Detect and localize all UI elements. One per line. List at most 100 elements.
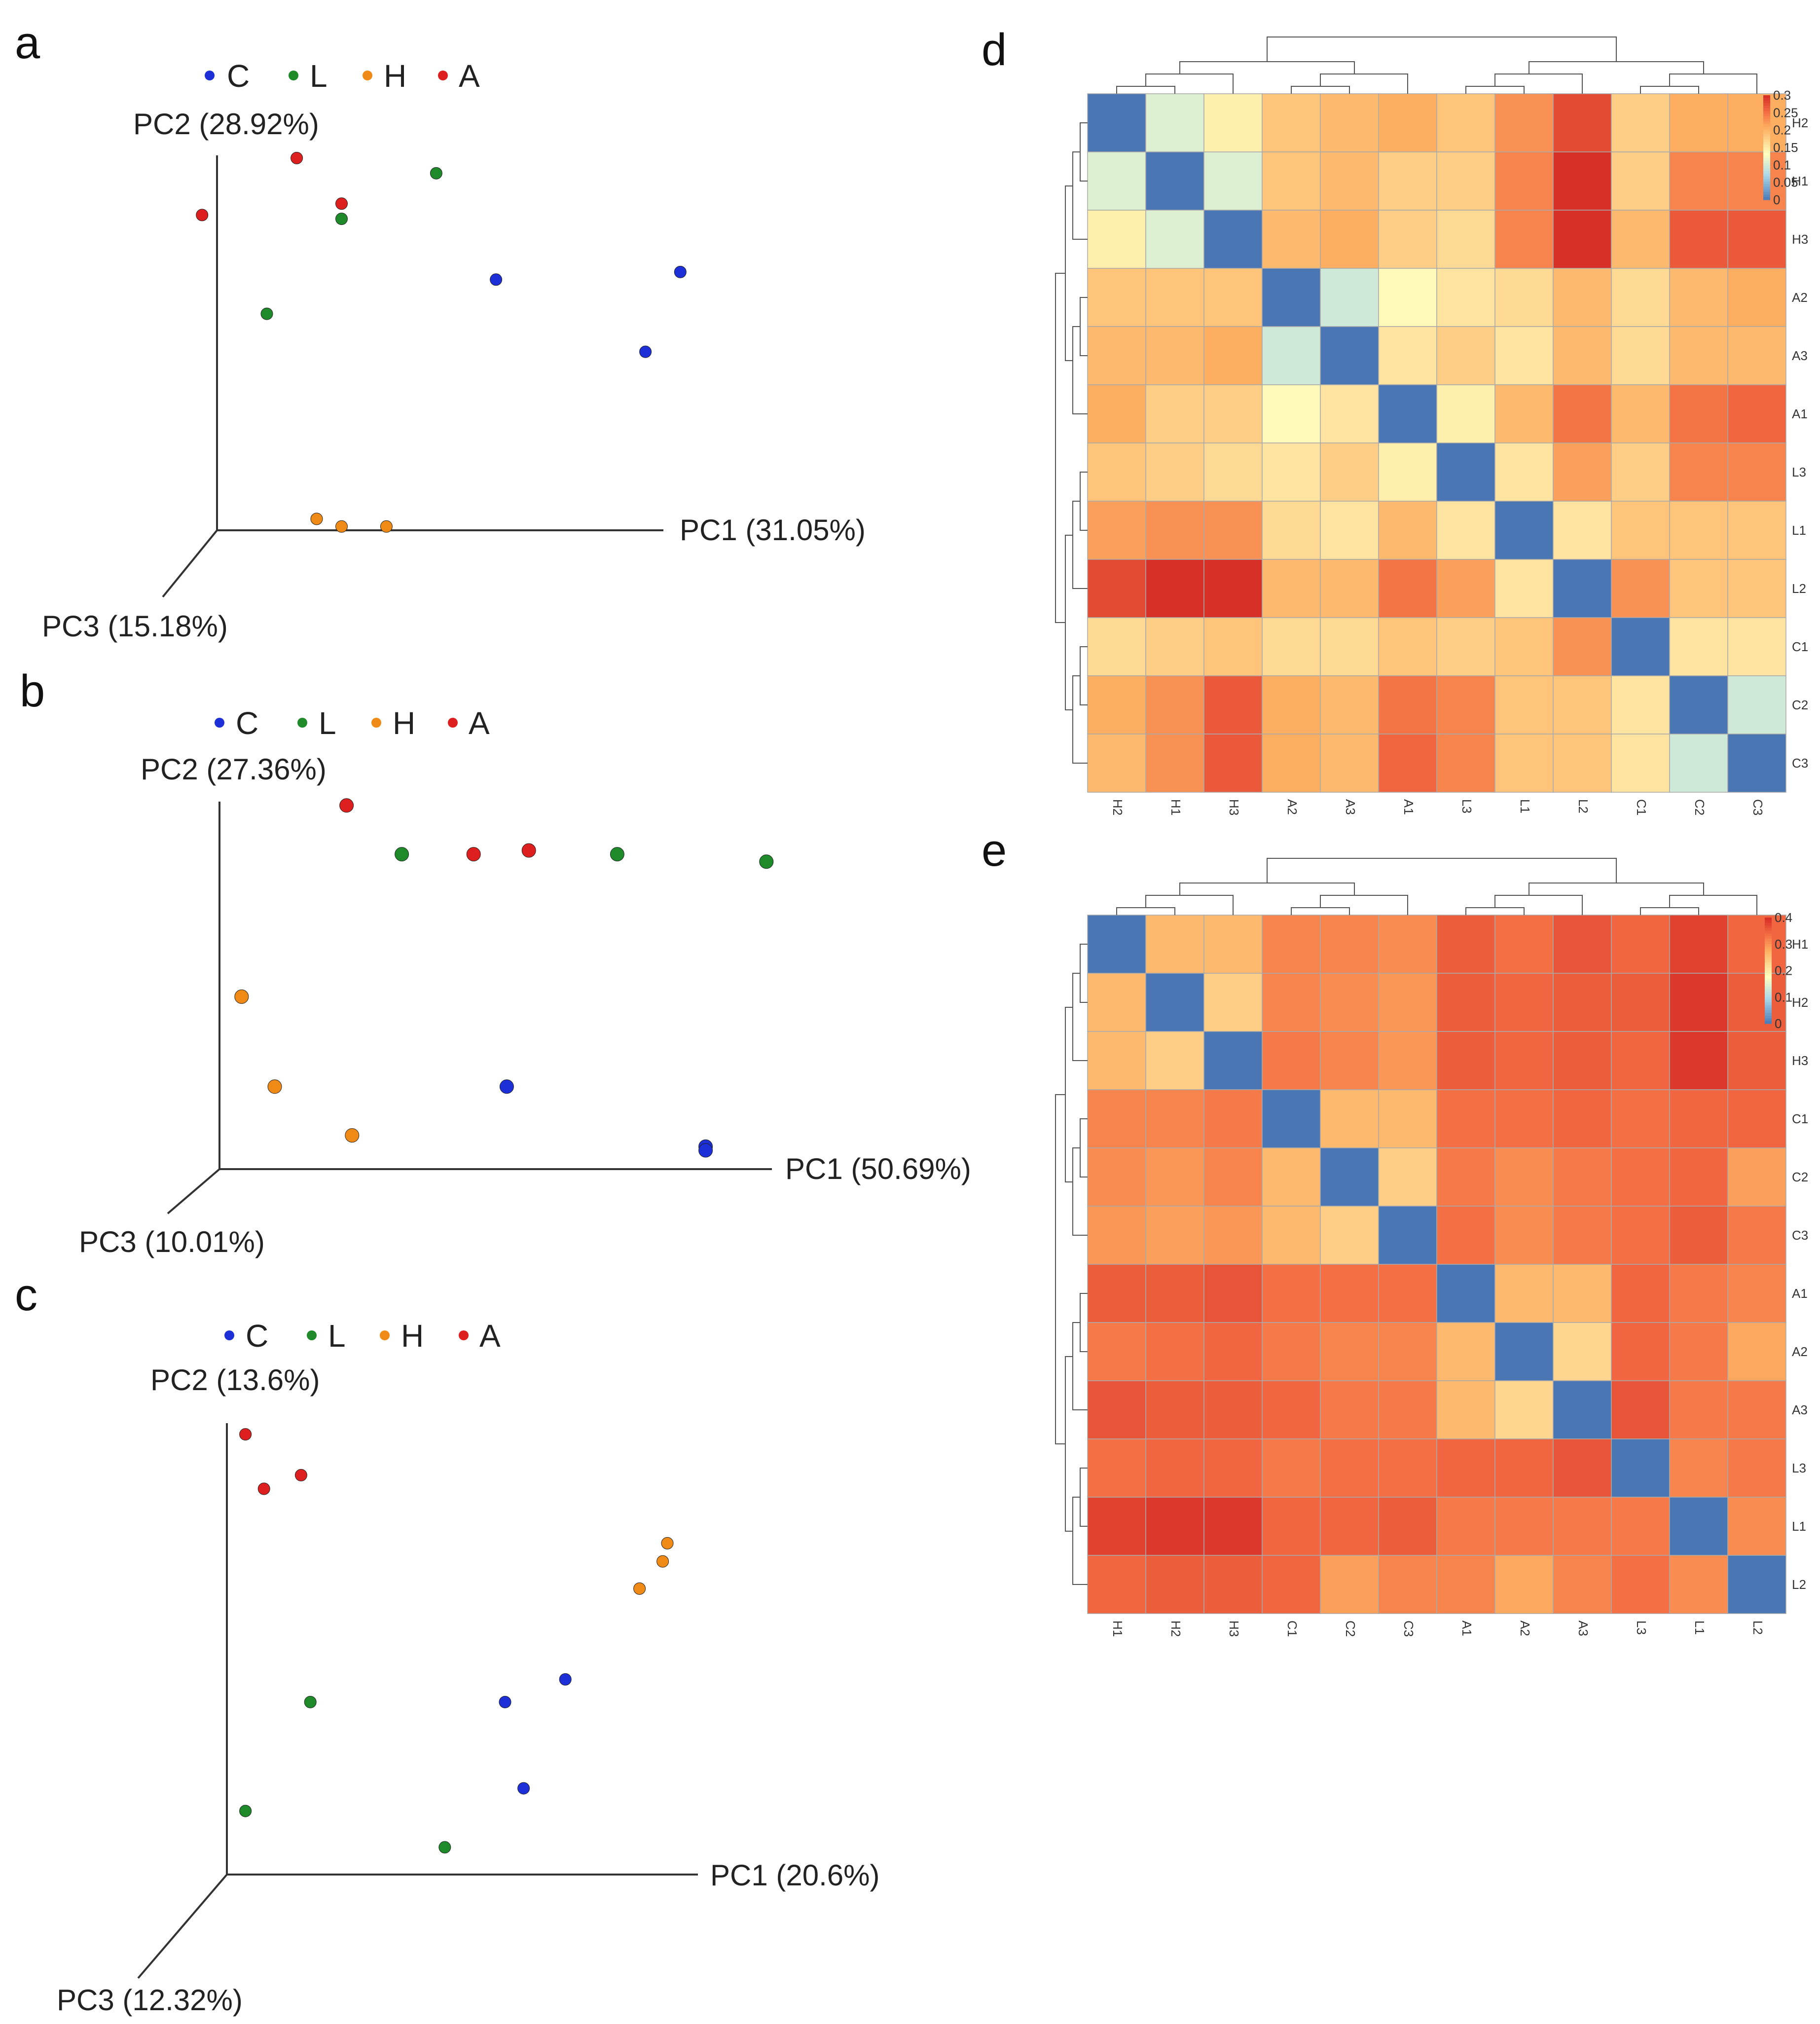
points-b [234, 798, 774, 1158]
pca-panel-a: C L H A PC2 (28.92%) PC1 (31.05%) PC3 (1… [42, 58, 866, 643]
legend-label-h: H [384, 58, 406, 94]
heatmap-cell [1262, 268, 1321, 327]
heatmap-cell [1320, 268, 1379, 327]
row-label: H3 [1792, 1053, 1808, 1068]
heatmap-cell [1669, 93, 1728, 152]
colorbar-segment [1763, 95, 1770, 98]
heatmap-cell [1320, 1438, 1379, 1498]
heatmap-cell [1378, 1206, 1437, 1265]
heatmap-cell [1611, 915, 1670, 974]
col-label: C2 [1692, 799, 1707, 815]
heatmap-cell [1727, 1322, 1786, 1381]
heatmap-cell [1145, 501, 1204, 560]
colorbar-segment [1765, 936, 1772, 939]
point-c-1 [490, 273, 503, 286]
heatmap-cell [1494, 1322, 1554, 1381]
heatmap-cell [1494, 1089, 1554, 1148]
row-dendrogram [1055, 944, 1088, 1585]
heatmap-cell [1494, 1497, 1554, 1556]
dendrogram-branch [1080, 122, 1088, 182]
colorbar-segment [1765, 978, 1772, 982]
heatmap-cell [1203, 1555, 1263, 1614]
dendrogram-branch [1669, 74, 1757, 94]
heatmap-cell [1611, 93, 1670, 152]
heatmap-cell [1669, 151, 1728, 211]
heatmap-cell [1320, 1031, 1379, 1090]
heatmap-cell [1145, 268, 1204, 327]
legend-marker-l [307, 1330, 317, 1340]
dendrogram-branch [1080, 472, 1088, 531]
legend-marker-a [448, 718, 458, 728]
dendrogram-branch [1072, 326, 1088, 414]
col-label: L2 [1576, 799, 1591, 813]
heatmap-cell [1553, 501, 1612, 560]
row-label: L2 [1792, 1577, 1806, 1592]
zlabel-c: PC3 (12.32%) [57, 1984, 243, 2017]
row-label: A1 [1792, 406, 1808, 421]
legend-label-a: A [479, 1318, 501, 1354]
heatmap-cell [1203, 734, 1263, 793]
heatmap-cell [1553, 1206, 1612, 1265]
colorbar-segment [1765, 986, 1772, 990]
heatmap-cell [1727, 93, 1786, 152]
heatmap-cell [1436, 442, 1495, 502]
dendrogram-branch [1116, 907, 1175, 915]
row-label: L1 [1792, 523, 1806, 538]
heatmap-cell [1203, 1497, 1263, 1556]
heatmap-cell [1378, 915, 1437, 974]
point-c-3 [674, 265, 687, 278]
row-label: H2 [1792, 115, 1808, 130]
dendrogram-branch [1179, 61, 1355, 74]
colorbar-segment [1763, 171, 1770, 174]
heatmap-cell [1203, 151, 1263, 211]
heatmap-cell [1494, 1206, 1554, 1265]
heatmap-cell [1494, 1380, 1554, 1439]
colorbar-segment [1763, 150, 1770, 153]
heatmap-cell [1436, 1031, 1495, 1090]
point-a-3 [294, 1469, 307, 1481]
heatmap-cell [1262, 1031, 1321, 1090]
heatmap-cell [1611, 1089, 1670, 1148]
point-l-1 [395, 847, 409, 862]
heatmap-cell [1727, 1555, 1786, 1614]
row-label: H1 [1792, 937, 1808, 952]
point-h-1 [633, 1582, 646, 1595]
row-label: C1 [1792, 1111, 1808, 1126]
heatmap-cell [1553, 617, 1612, 676]
panel-label-d: d [982, 25, 1007, 75]
heatmap-cell [1320, 734, 1379, 793]
heatmap-cell [1203, 384, 1263, 443]
colorbar-segment [1763, 168, 1770, 172]
panel-label-a: a [15, 18, 40, 68]
heatmap-cell [1145, 1322, 1204, 1381]
heatmap-panel-e: H1 H2 H3 C1 C2 C3 A1 A2 A3 L3 L1 L2 H1 H2 H3 C1 C2 C3 A1 A2… [1055, 858, 1808, 1637]
heatmap-cell [1669, 1438, 1728, 1498]
heatmap-cell [1669, 1031, 1728, 1090]
heatmap-cell [1494, 1555, 1554, 1614]
row-label: C1 [1792, 639, 1808, 654]
point-c-3 [559, 1673, 572, 1686]
dendrogram-branch [1072, 973, 1088, 1061]
legend-marker-h [371, 718, 381, 728]
heatmap-cell [1378, 1497, 1437, 1556]
heatmap-cell [1436, 151, 1495, 211]
colorbar-segment [1763, 142, 1770, 146]
heatmap-cell [1262, 1089, 1321, 1148]
col-label: H3 [1227, 1620, 1241, 1637]
heatmap-cell [1087, 1380, 1146, 1439]
colorbar-segment [1763, 166, 1770, 169]
colorbar-segment [1763, 129, 1770, 132]
heatmap-cell [1436, 1497, 1495, 1556]
heatmap-cell [1727, 1089, 1786, 1148]
legend-label-c: C [246, 1318, 268, 1354]
dendrogram-branch [1116, 86, 1175, 94]
heatmap-cell [1262, 1380, 1321, 1439]
heatmap-cell [1320, 151, 1379, 211]
colorbar-segment [1765, 955, 1772, 958]
heatmap-cell [1262, 384, 1321, 443]
col-label: C3 [1401, 1620, 1416, 1637]
heatmap-cell [1436, 915, 1495, 974]
dendrogram-branch [1267, 858, 1617, 883]
legend-marker-c [205, 71, 215, 80]
pca-panel-b: C L H A PC2 (27.36%) PC1 (50.69%) PC3 (1… [79, 705, 971, 1258]
